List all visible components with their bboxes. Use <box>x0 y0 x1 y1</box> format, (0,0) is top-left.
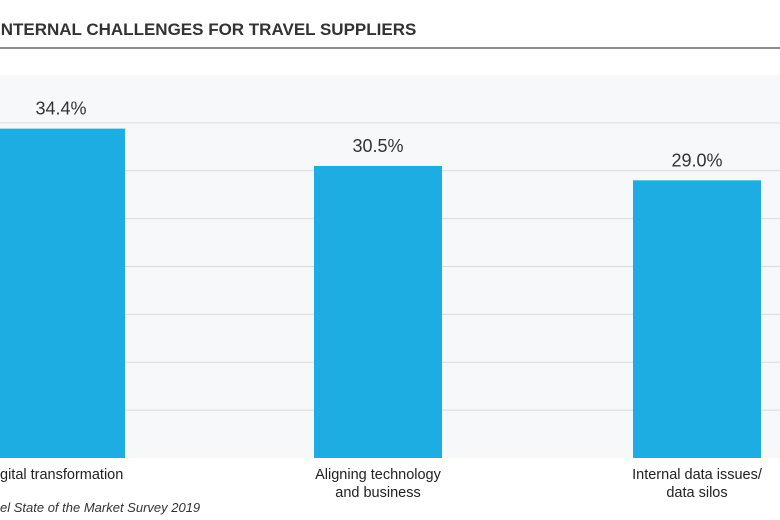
bar <box>633 180 761 458</box>
category-label: Internal data issues/ <box>632 467 763 483</box>
bar <box>0 128 125 458</box>
category-label: gital transformation <box>0 467 123 483</box>
category-label: Aligning technology <box>315 467 442 483</box>
category-label: and business <box>335 485 420 501</box>
data-label: 34.4% <box>35 99 86 119</box>
data-label: 29.0% <box>671 150 722 170</box>
chart-title: INTERNAL CHALLENGES FOR TRAVEL SUPPLIERS <box>0 20 416 39</box>
source-note: el State of the Market Survey 2019 <box>0 500 200 515</box>
bar <box>314 165 442 458</box>
data-label: 30.5% <box>352 136 403 156</box>
category-label: data silos <box>666 485 727 501</box>
